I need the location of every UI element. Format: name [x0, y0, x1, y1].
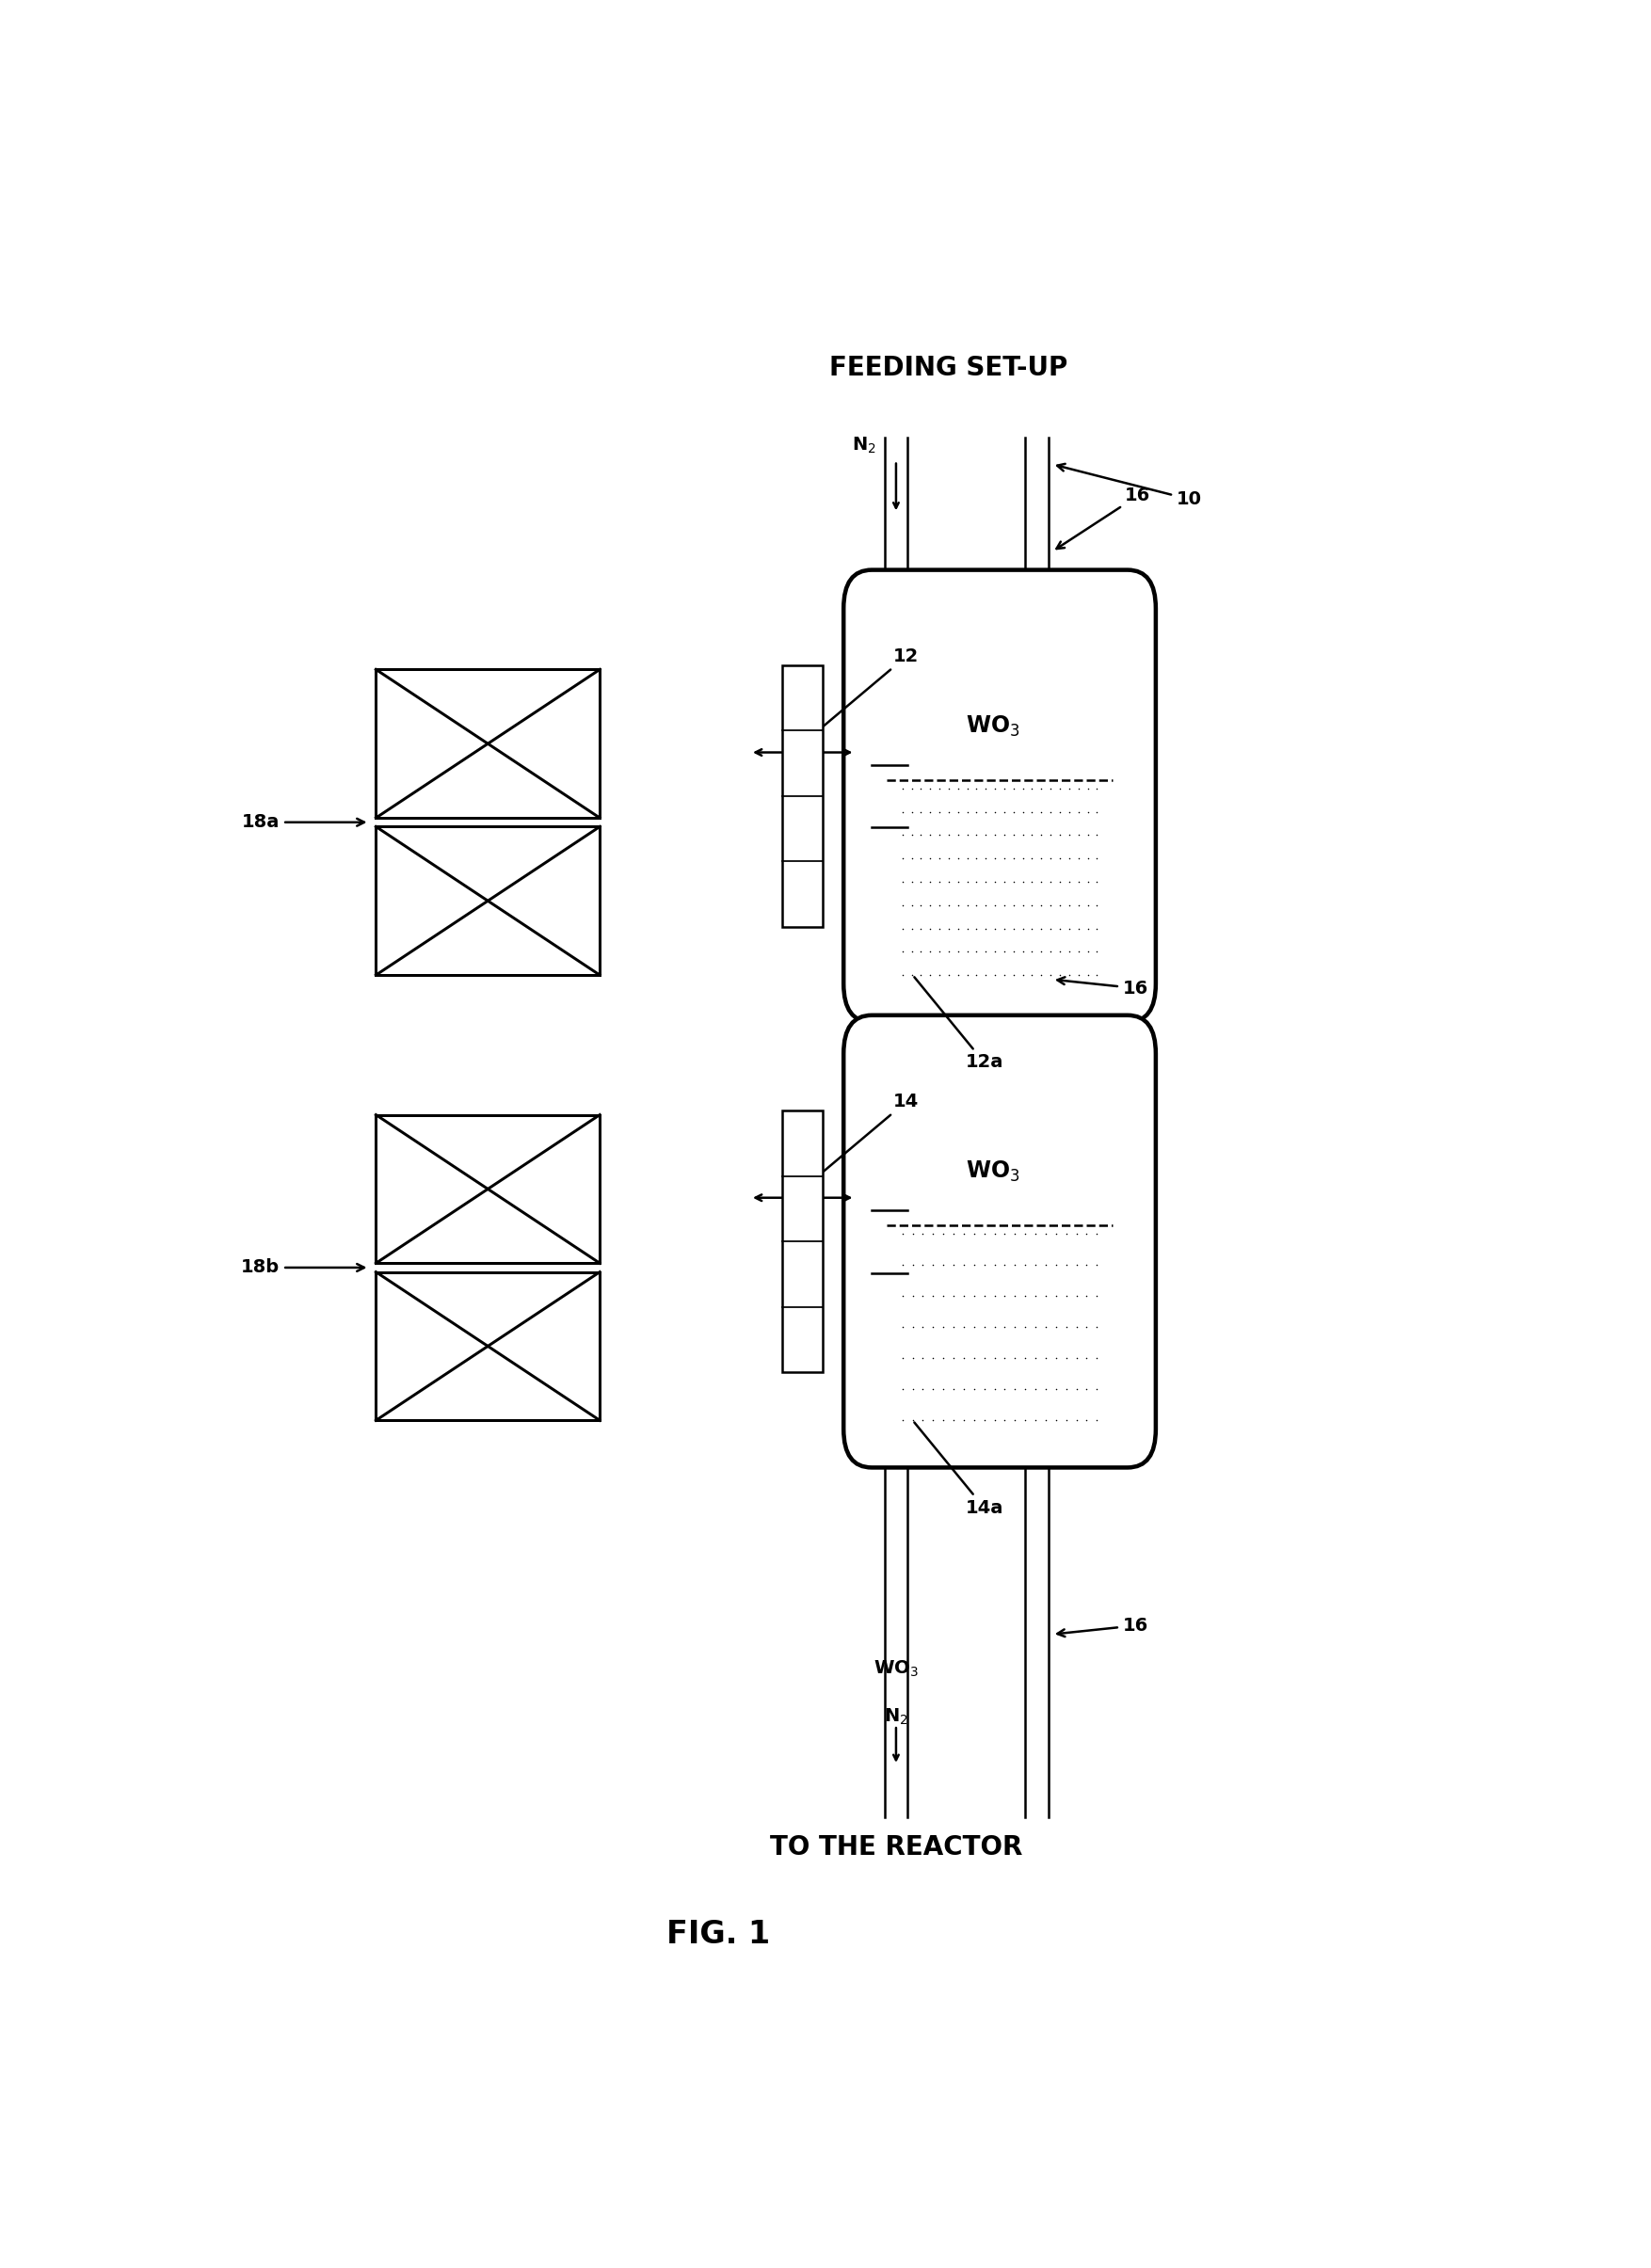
Bar — [376, 826, 599, 975]
FancyBboxPatch shape — [844, 569, 1156, 1023]
Bar — [376, 1272, 599, 1420]
Bar — [872, 1209, 908, 1272]
FancyBboxPatch shape — [844, 1016, 1156, 1467]
Bar — [376, 669, 599, 819]
Text: 12a: 12a — [915, 978, 1004, 1070]
Text: 14a: 14a — [915, 1422, 1004, 1517]
Bar — [783, 1111, 824, 1372]
Bar — [376, 1116, 599, 1263]
Text: WO$_3$: WO$_3$ — [966, 714, 1020, 739]
Bar — [783, 665, 824, 928]
Text: WO$_3$: WO$_3$ — [873, 1660, 918, 1678]
Text: FIG. 1: FIG. 1 — [667, 1919, 769, 1950]
Text: N$_2$: N$_2$ — [883, 1706, 908, 1726]
Bar — [872, 764, 908, 828]
Text: 16: 16 — [1057, 488, 1151, 549]
Text: FEEDING SET-UP: FEEDING SET-UP — [829, 356, 1068, 381]
Text: WO$_3$: WO$_3$ — [966, 1159, 1020, 1184]
Text: 16: 16 — [1057, 1617, 1147, 1637]
Text: N$_2$: N$_2$ — [852, 435, 877, 456]
Text: 10: 10 — [1057, 465, 1202, 508]
Text: 16: 16 — [1057, 978, 1147, 998]
Text: 14: 14 — [804, 1093, 920, 1188]
Text: 18b: 18b — [241, 1259, 365, 1277]
Text: 12: 12 — [804, 646, 920, 742]
Text: 18a: 18a — [243, 814, 365, 830]
Text: TO THE REACTOR: TO THE REACTOR — [769, 1835, 1022, 1860]
